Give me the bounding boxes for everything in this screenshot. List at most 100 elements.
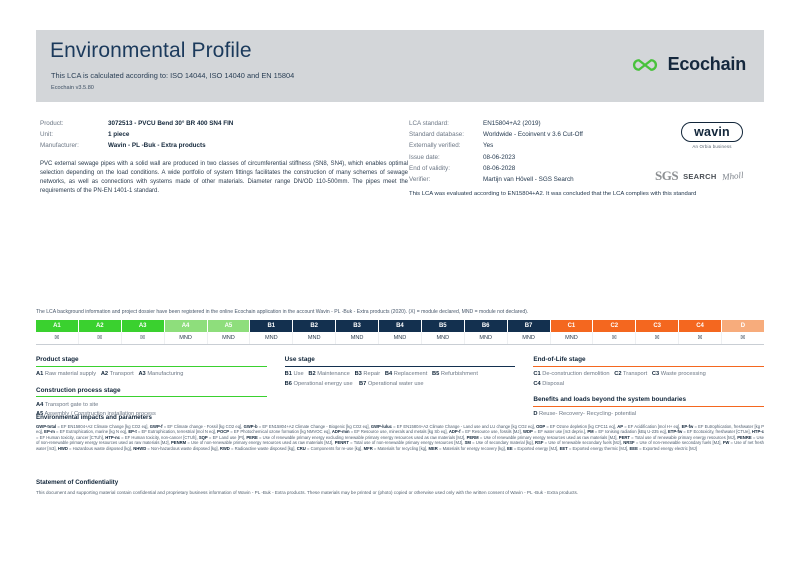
meta-key: Issue date: [409,153,440,161]
module-header-c4: C4 [679,320,722,332]
sgs-wordmark: SGS [655,168,679,183]
modules-table: A1 A2 A3 A4 A5 B1 B2 B3 B4 B5 B6 B7 C1 C2 C3 C4 D ☒ ☒ ☒ MND… [36,320,764,346]
header-band: Environmental Profile This LCA is calcul… [36,30,764,102]
module-header-b7: B7 [507,320,551,332]
module-header-b5: B5 [421,320,465,332]
app-version: Ecochain v3.5.80 [51,85,94,91]
meta-row: Standard database: Worldwide - Ecoinvent… [409,129,639,140]
parameters-section: Environmental impacts and parameters GWP… [36,414,764,451]
header-subtitle: This LCA is calculated according to: ISO… [51,71,295,80]
stage-title-eol: End-of-Life stage [533,356,586,363]
module-value-b6: MND [464,331,508,345]
meta-row: Issue date: 08-06-2023 [409,152,639,163]
stage-rule-navy [284,365,516,367]
meta-row: End of validity: 08-06-2028 [409,163,639,174]
meta-value: 08-06-2023 [483,153,516,161]
product-description: PVC external sewage pipes with a solid w… [40,161,408,195]
meta-value: EN15804+A2 (2019) [483,120,541,127]
module-value-b4: MND [379,331,422,345]
stage-title-product: Product stage [36,356,79,363]
search-wordmark: SEARCH [683,171,717,181]
meta-value: 3072513 - PVCU Bend 30° BR 400 SN4 FIN [108,120,234,127]
meta-value: 1 piece [108,131,130,139]
registration-note: The LCA background information and proje… [36,309,529,315]
meta-key: Externally verified: [409,142,461,150]
module-value-d: ☒ [722,331,764,345]
meta-row: Product: 3072513 - PVCU Bend 30° BR 400 … [40,118,400,129]
modules-header-row: A1 A2 A3 A4 A5 B1 B2 B3 B4 B5 B6 B7 C1 C2 C3 C4 D [36,320,764,332]
meta-key: Manufacturer: [40,142,79,150]
module-header-a3: A3 [121,320,165,332]
manufacturer-logo: wavin An Orbia business [660,122,764,149]
meta-row: Unit: 1 piece [40,129,400,140]
module-value-b7: MND [507,331,551,345]
module-value-c1: MND [550,331,594,345]
ecochain-wordmark: Ecochain [667,54,747,74]
module-value-b2: MND [293,331,337,345]
ecochain-logo: Ecochain [630,54,746,75]
module-header-a1: A1 [36,320,79,332]
page-title: Environmental Profile [50,39,252,62]
meta-row: Manufacturer: Wavin - PL -Buk - Extra pr… [40,140,400,151]
stage-rule-orange [533,365,765,367]
stage-rule-green [36,396,267,398]
meta-key: LCA standard: [409,120,449,127]
stage-items-construction: A4 Transport gate to site A5 Assembly / C… [36,401,156,418]
module-header-c2: C2 [593,320,637,332]
module-value-c2: ☒ [593,331,637,345]
stage-column-mid: Use stage B1 Use B2 Maintenance B3 Repai… [284,356,516,420]
meta-value: Wavin - PL -Buk - Extra products [108,142,206,150]
module-header-d: D [722,320,764,332]
meta-value: Yes [483,142,494,150]
parameters-title: Environmental impacts and parameters [36,414,152,421]
wavin-tagline: An Orbia business [692,144,732,149]
module-header-b6: B6 [464,320,508,332]
meta-key: Unit: [40,131,53,139]
module-header-b1: B1 [250,320,294,332]
module-header-c3: C3 [636,320,680,332]
stage-column-left: Product stage A1 Raw material supply A2 … [36,356,267,420]
product-meta-list: Product: 3072513 - PVCU Bend 30° BR 400 … [40,118,400,152]
meta-row: LCA standard: EN15804+A2 (2019) [409,118,639,129]
module-header-a5: A5 [207,320,251,332]
module-value-a5: MND [207,331,251,345]
meta-key: Product: [40,120,64,127]
lca-meta-list: LCA standard: EN15804+A2 (2019) Standard… [409,118,639,185]
meta-key: Standard database: [409,131,464,139]
module-value-c4: ☒ [679,331,722,345]
lca-evaluation-note: This LCA was evaluated according to EN15… [409,191,697,197]
stage-items-product: A1 Raw material supply A2 Transport A3 M… [36,371,184,378]
stage-title-use: Use stage [284,356,315,363]
stage-title-construction: Construction process stage [36,386,121,394]
confidentiality-section: Statement of Confidentiality This docume… [36,479,764,496]
meta-key: End of validity: [409,164,450,172]
module-value-a4: MND [164,331,208,345]
meta-row: Verifier: Martijn van Hövell - SGS Searc… [409,174,639,185]
stage-items-use: B1 Use B2 Maintenance B3 Repair B4 Repla… [284,371,478,387]
meta-row: Externally verified: Yes [409,140,639,151]
module-header-a2: A2 [78,320,122,332]
stage-items-benefits: D Reuse- Recovery- Recycling- potential [533,411,637,418]
stage-column-right: End-of-Life stage C1 De-construction dem… [533,356,765,420]
parameters-abbreviations: GWP-total = EF EN15804+A2 Climate Change… [36,423,765,451]
confidentiality-title: Statement of Confidentiality [36,479,119,486]
module-value-b5: MND [421,331,465,345]
module-header-a4: A4 [164,320,208,332]
stage-items-eol: C1 De-construction demolition C2 Transpo… [533,371,706,387]
module-value-a3: ☒ [121,331,165,345]
modules-value-row: ☒ ☒ ☒ MND MND MND MND MND MND MND MND MND MND ☒ ☒ ☒ ☒ [36,331,764,346]
infinity-loop-icon [632,58,657,71]
stage-rule-green [36,365,267,367]
stage-rule-orange [533,405,765,407]
signature-icon: Mholl [721,169,744,183]
verifier-logo: SGS SEARCH Mholl [655,168,767,184]
meta-key: Verifier: [409,176,431,184]
module-header-b4: B4 [379,320,422,332]
module-value-b1: MND [250,331,294,345]
module-value-a2: ☒ [78,331,122,345]
module-header-b3: B3 [336,320,379,332]
module-value-c3: ☒ [636,331,680,345]
confidentiality-body: This document and supporting material co… [36,490,579,495]
meta-value: 08-06-2028 [483,164,516,172]
